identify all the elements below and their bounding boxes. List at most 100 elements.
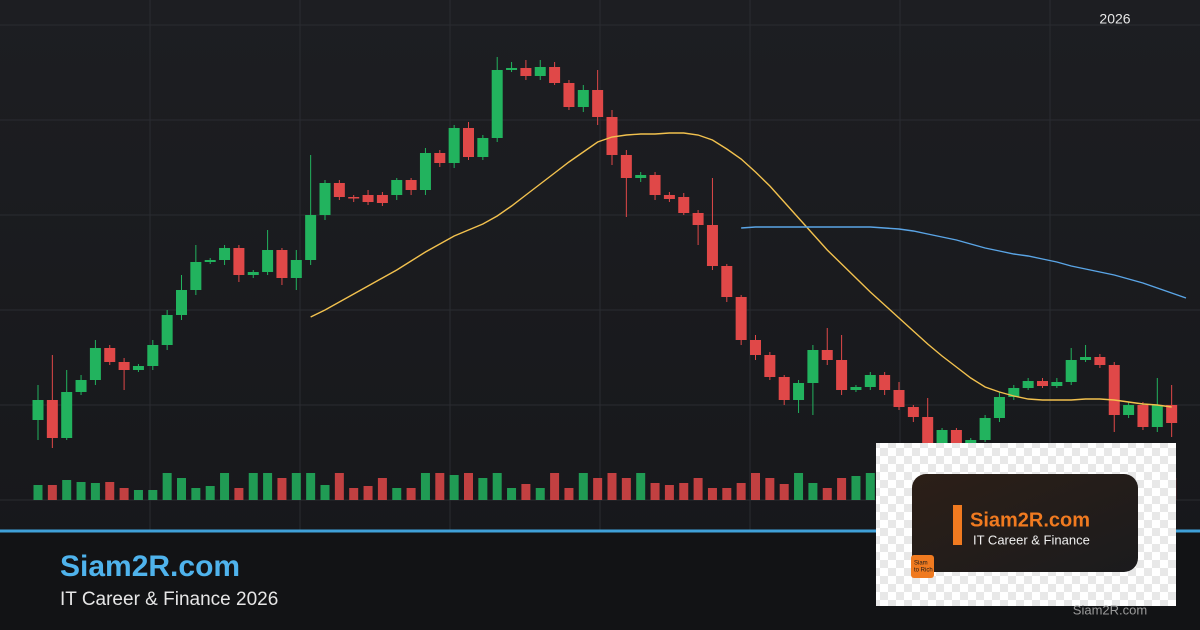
card-subtitle: IT Career & Finance — [973, 532, 1090, 547]
volume-bar — [191, 488, 201, 500]
candle-body — [1151, 405, 1163, 427]
volume-bar — [177, 478, 186, 500]
candle-body — [577, 90, 589, 107]
candle-body — [592, 90, 604, 117]
grid — [0, 0, 1200, 530]
volume-bar — [148, 490, 158, 500]
moving-average — [741, 226, 1187, 299]
volume-bar — [406, 488, 416, 500]
volume-bar — [693, 478, 703, 500]
volume-bar — [593, 478, 603, 500]
candle-body — [1080, 357, 1092, 360]
candle-body — [620, 155, 632, 178]
brand-title: Siam2R.com — [60, 550, 240, 583]
candle-body — [506, 68, 518, 70]
volume-bar — [392, 488, 402, 500]
volume-bar — [220, 473, 230, 500]
candle-body — [764, 355, 776, 377]
candle-body — [1094, 357, 1106, 365]
volume-bar — [119, 488, 129, 500]
candle-body — [520, 68, 532, 76]
candle-body — [276, 250, 288, 278]
volume-bar — [636, 473, 646, 500]
volume-bar — [90, 483, 100, 500]
candle-body — [563, 83, 575, 107]
brand-subtitle: IT Career & Finance 2026 — [60, 589, 278, 610]
candle-body — [176, 290, 187, 315]
candle-body — [678, 197, 690, 213]
logo-text: to Rich — [914, 568, 933, 574]
moving-average — [310, 132, 1172, 408]
volume-bar — [464, 473, 473, 500]
candle-body — [1022, 381, 1034, 388]
candle-body — [735, 297, 747, 340]
candle-body — [692, 213, 704, 225]
candle-body — [32, 400, 44, 420]
candle-body — [793, 383, 805, 400]
volume-bar — [478, 478, 488, 500]
volume-bar — [865, 473, 875, 500]
volume-bar — [234, 488, 244, 500]
volume-bar — [779, 484, 789, 500]
candle-body — [391, 180, 403, 195]
volume-bar — [320, 485, 330, 500]
volume-bar — [435, 473, 445, 500]
candle-body — [850, 387, 862, 390]
candle-body — [104, 348, 116, 362]
candle-body — [922, 417, 934, 443]
candle-body — [606, 117, 618, 155]
candle-body — [204, 260, 216, 262]
year: 2026 — [1099, 11, 1130, 27]
volume-bar — [679, 483, 689, 500]
volume-bar — [248, 473, 258, 500]
candle-body — [1008, 388, 1020, 397]
volume-bar — [507, 488, 517, 500]
volume-bar — [621, 478, 631, 500]
candle-body — [534, 67, 546, 76]
candle-body — [1123, 405, 1135, 415]
candle-body — [362, 195, 374, 202]
volume-bar — [162, 473, 172, 500]
volume-bar — [263, 473, 273, 500]
candle-body — [836, 360, 848, 390]
volume-bar — [837, 478, 847, 500]
candle-body — [290, 260, 302, 278]
candle-body — [1166, 405, 1178, 423]
candle-body — [706, 225, 718, 266]
candle-body — [448, 128, 460, 163]
volume-bar — [349, 488, 359, 500]
candle-body — [61, 392, 73, 438]
volume-bar — [564, 488, 574, 500]
volume-bar — [277, 478, 287, 500]
candle-body — [190, 262, 202, 290]
candle-body — [821, 350, 833, 360]
candle-body — [936, 430, 948, 443]
volume-bar — [76, 482, 86, 500]
candle-body — [950, 430, 962, 443]
candle-body — [247, 272, 259, 275]
volume-bar — [363, 486, 373, 500]
candle-body — [219, 248, 231, 260]
volume-bar — [822, 488, 832, 500]
candle-body — [161, 315, 173, 345]
candle-body — [807, 350, 819, 383]
candle-body — [965, 440, 977, 443]
candle-body — [893, 390, 905, 407]
volume-bar — [291, 473, 301, 500]
candle-body — [879, 375, 891, 390]
volume-bar — [736, 483, 746, 500]
volume-bar — [521, 484, 531, 500]
candle-body — [463, 128, 474, 157]
candle-body — [419, 153, 431, 190]
volume-bar — [765, 478, 775, 500]
volume-bar — [707, 488, 717, 500]
candle-body — [1137, 405, 1149, 427]
volume-bar — [47, 485, 57, 500]
logo-text: Siam — [914, 561, 928, 567]
candle-body — [262, 250, 274, 272]
volume-bar — [492, 473, 502, 500]
volume-bar — [133, 490, 143, 500]
candle-body — [477, 138, 489, 157]
volume-bar — [420, 473, 430, 500]
